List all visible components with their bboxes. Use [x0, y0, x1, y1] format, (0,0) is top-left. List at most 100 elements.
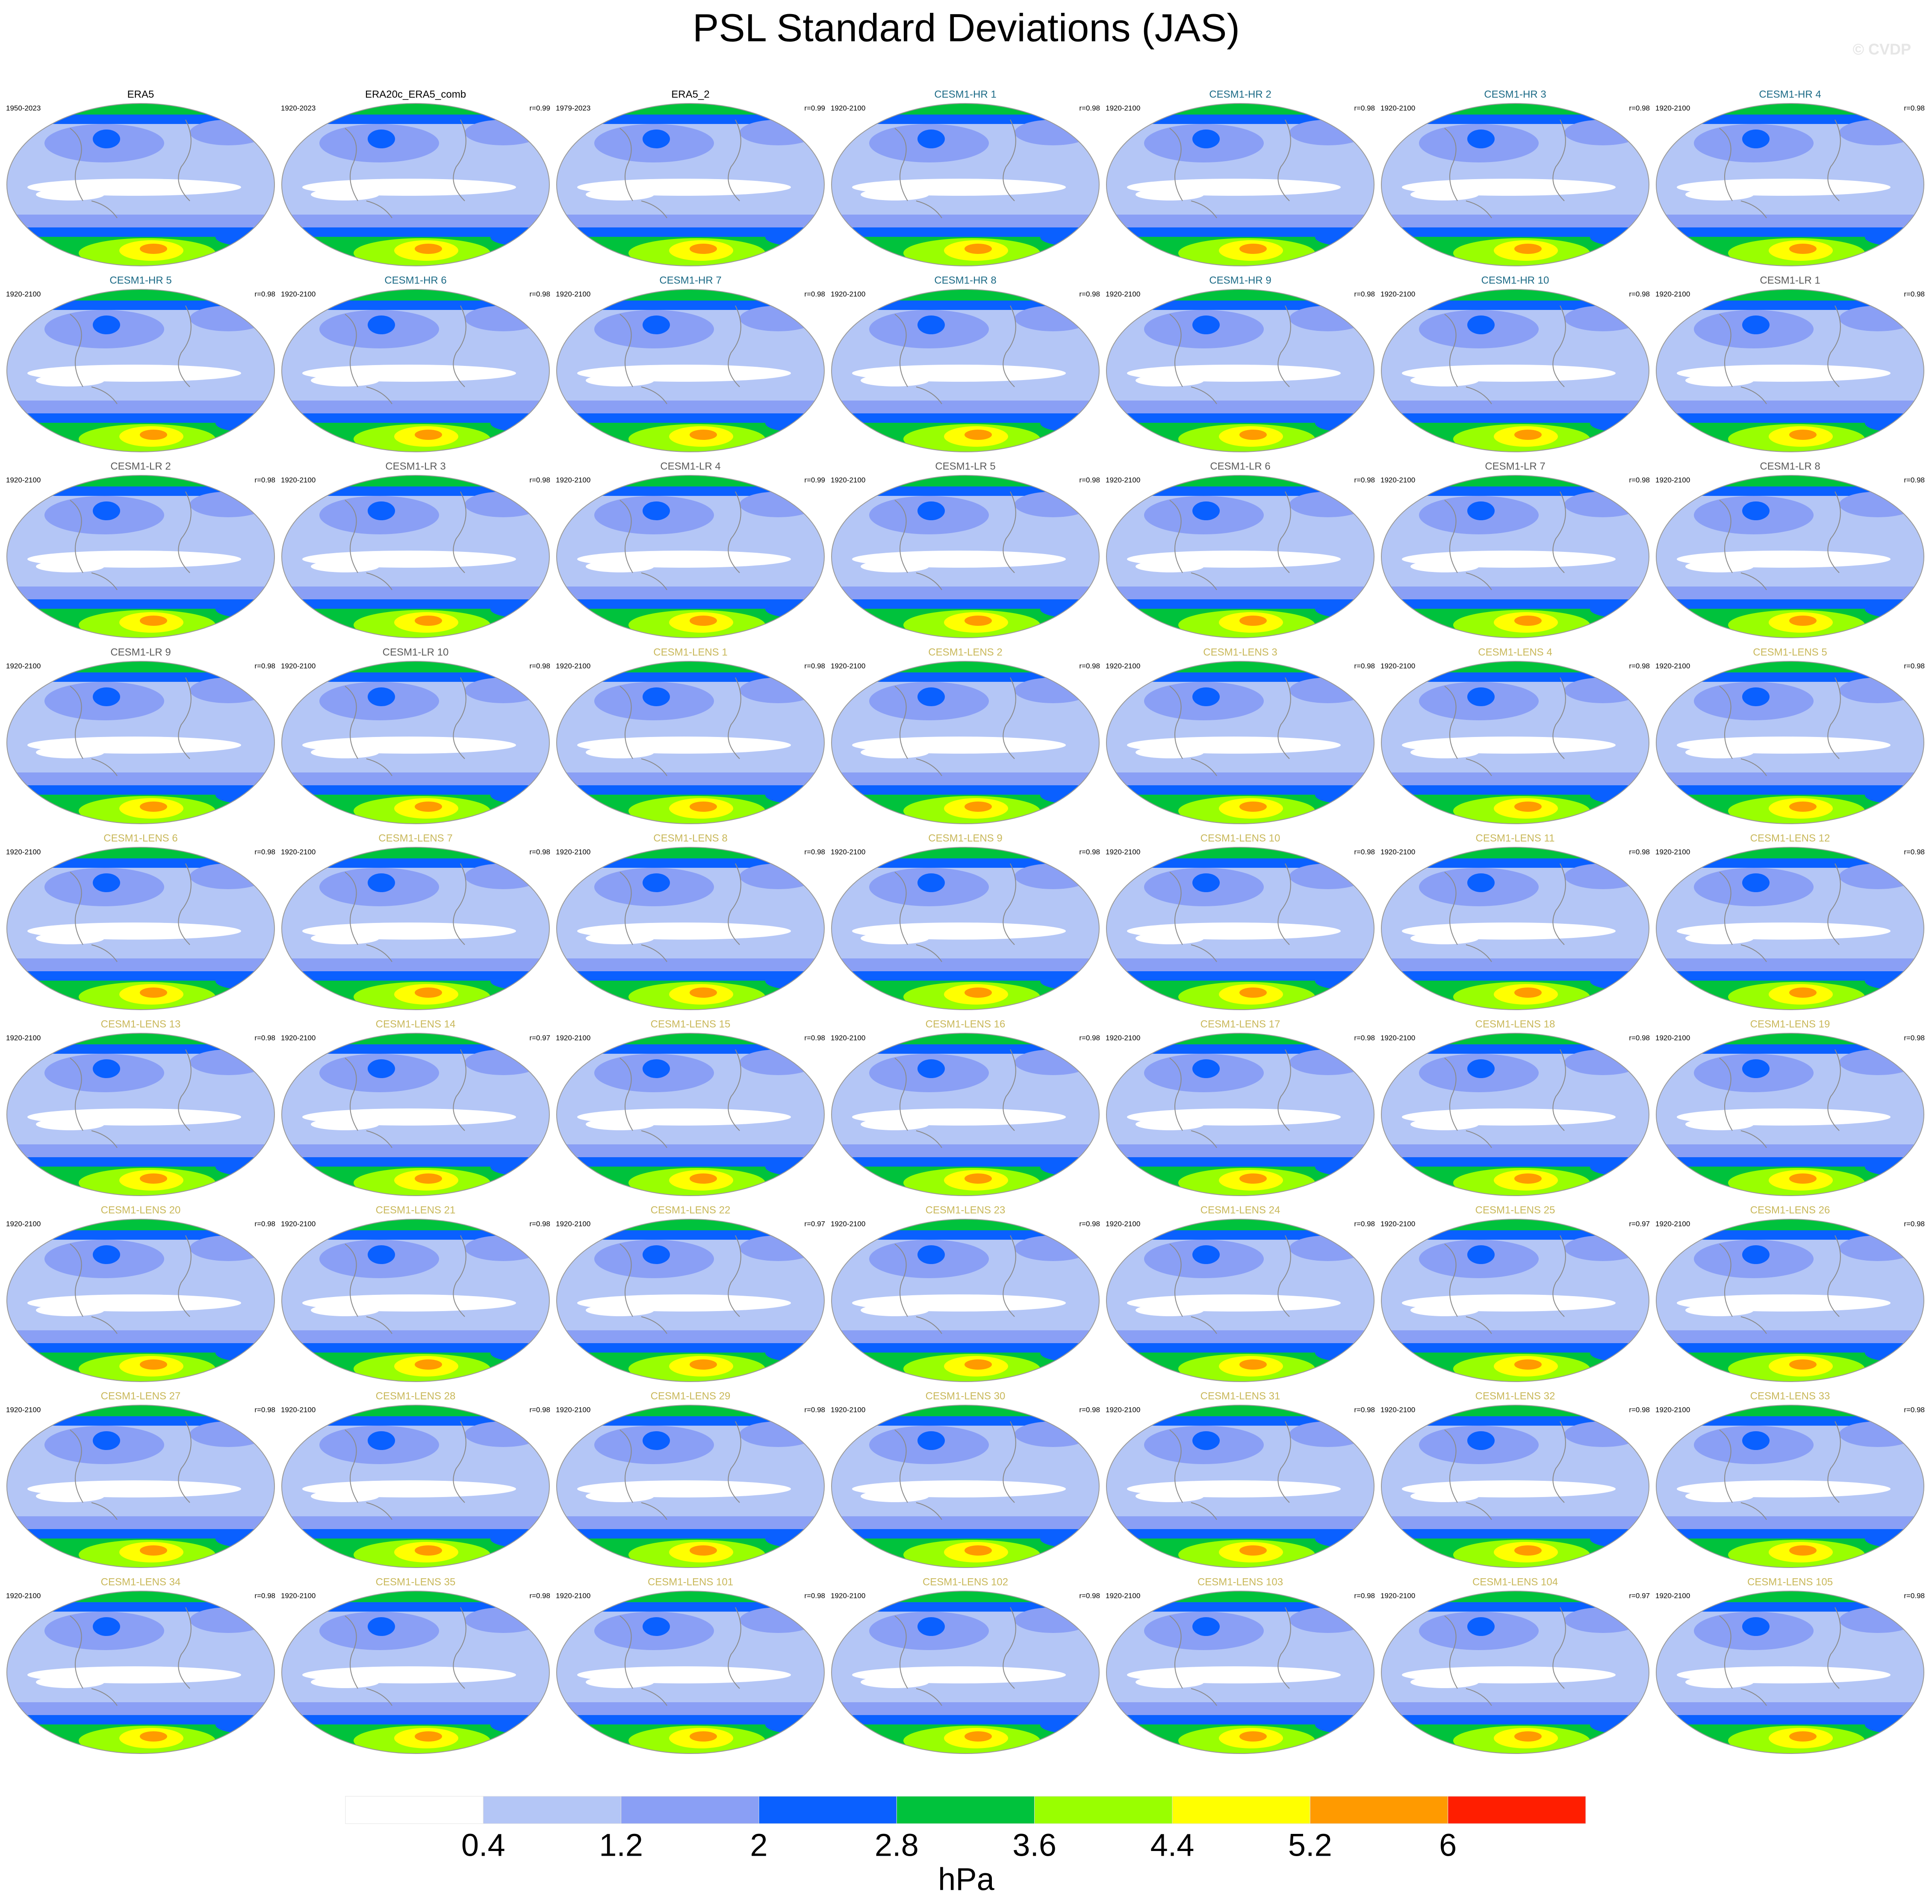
colorbar-label: 4.4	[1150, 1827, 1195, 1863]
panel-correlation: r=0.98	[1904, 476, 1925, 484]
panel-period: 1920-2100	[6, 1034, 41, 1042]
panel-title: CESM1-LENS 10	[1200, 832, 1280, 844]
panel-period: 1920-2100	[6, 848, 41, 856]
panel-title: CESM1-LENS 30	[926, 1390, 1006, 1402]
map-panel	[1380, 660, 1650, 826]
panel-period: 1920-2100	[1380, 1592, 1415, 1600]
colorbar-label: 3.6	[1012, 1827, 1056, 1863]
map-panel	[1655, 660, 1925, 826]
map-panel	[831, 289, 1100, 454]
panel-title: CESM1-LENS 104	[1472, 1576, 1558, 1588]
panel-period: 1920-2100	[831, 1406, 865, 1414]
panel-correlation: r=0.98	[1904, 1034, 1925, 1042]
panel-period: 1920-2100	[1655, 848, 1690, 856]
panel-title: CESM1-LENS 22	[651, 1204, 731, 1216]
colorbar-box	[1172, 1796, 1310, 1824]
panel-title: CESM1-LENS 102	[923, 1576, 1008, 1588]
map-panel	[556, 475, 825, 640]
panel-correlation: r=0.98	[804, 1034, 825, 1042]
colorbar-box	[621, 1796, 759, 1824]
panel-period: 1920-2100	[281, 848, 316, 856]
panel-correlation: r=0.98	[254, 1220, 275, 1228]
panel-period: 1920-2100	[1106, 1220, 1140, 1228]
panel-correlation: r=0.98	[529, 476, 550, 484]
panel-correlation: r=0.98	[1354, 1034, 1375, 1042]
panel-correlation: r=0.98	[1629, 476, 1650, 484]
map-panel	[831, 846, 1100, 1012]
panel-correlation: r=0.98	[1354, 848, 1375, 856]
panel-title: CESM1-LENS 23	[926, 1204, 1006, 1216]
map-panel	[1655, 846, 1925, 1012]
panel-correlation: r=0.97	[529, 1034, 550, 1042]
panel-correlation: r=0.98	[529, 290, 550, 298]
panel-period: 1920-2100	[831, 1034, 865, 1042]
map-panel	[281, 1218, 550, 1384]
panel-title: ERA5	[127, 88, 154, 100]
panel-title: CESM1-LENS 4	[1478, 646, 1552, 658]
panel-period: 1920-2100	[281, 476, 316, 484]
map-panel	[556, 289, 825, 454]
map-panel	[1106, 1032, 1375, 1198]
panel-title: CESM1-LENS 24	[1200, 1204, 1280, 1216]
panel-title: CESM1-LENS 2	[928, 646, 1002, 658]
panel-period: 1920-2100	[1655, 662, 1690, 670]
panel-period: 1920-2100	[281, 290, 316, 298]
panel-correlation: r=0.98	[1079, 104, 1100, 112]
panel-period: 1920-2100	[1106, 1406, 1140, 1414]
map-panel	[831, 1404, 1100, 1570]
panel-period: 1920-2100	[1655, 1592, 1690, 1600]
colorbar-label: 0.4	[461, 1827, 505, 1863]
panel-title: CESM1-LENS 12	[1750, 832, 1830, 844]
panel-title: CESM1-LENS 34	[101, 1576, 181, 1588]
colorbar-box	[345, 1796, 484, 1824]
map-panel	[6, 289, 275, 454]
panel-period: 1979-2023	[556, 104, 590, 112]
panel-correlation: r=0.98	[1629, 290, 1650, 298]
panel-correlation: r=0.98	[254, 1592, 275, 1600]
panel-period: 1920-2100	[556, 1592, 590, 1600]
panel-title: CESM1-HR 5	[109, 274, 171, 286]
panel-period: 1920-2100	[1380, 1220, 1415, 1228]
panel-period: 1950-2023	[6, 104, 41, 112]
panel-period: 1920-2100	[1380, 1406, 1415, 1414]
watermark: © CVDP	[1852, 41, 1911, 58]
panel-correlation: r=0.98	[1904, 290, 1925, 298]
map-panel	[1655, 475, 1925, 640]
panel-title: CESM1-LENS 18	[1475, 1018, 1555, 1030]
figure-title: PSL Standard Deviations (JAS)	[693, 6, 1240, 50]
panel-correlation: r=0.98	[1079, 1406, 1100, 1414]
panel-title: CESM1-LENS 20	[101, 1204, 181, 1216]
map-panel	[6, 103, 275, 268]
panel-correlation: r=0.98	[804, 1592, 825, 1600]
panel-correlation: r=0.98	[804, 290, 825, 298]
colorbar-label: 5.2	[1288, 1827, 1332, 1863]
map-panel	[281, 1032, 550, 1198]
map-panel	[1106, 103, 1375, 268]
panel-correlation: r=0.98	[804, 1406, 825, 1414]
panel-title: CESM1-LENS 9	[928, 832, 1002, 844]
panel-period: 1920-2100	[1380, 1034, 1415, 1042]
panel-period: 1920-2100	[831, 290, 865, 298]
colorbar-box	[896, 1796, 1035, 1824]
panel-title: CESM1-LENS 16	[926, 1018, 1006, 1030]
map-panel	[1106, 289, 1375, 454]
panel-title: CESM1-LENS 103	[1198, 1576, 1283, 1588]
panel-period: 1920-2100	[1106, 848, 1140, 856]
panel-correlation: r=0.98	[1629, 104, 1650, 112]
panel-period: 1920-2100	[1655, 290, 1690, 298]
panel-correlation: r=0.97	[1629, 1220, 1650, 1228]
panel-title: CESM1-LENS 31	[1200, 1390, 1280, 1402]
map-panel	[1106, 1404, 1375, 1570]
panel-correlation: r=0.98	[1079, 476, 1100, 484]
panel-correlation: r=0.98	[1629, 848, 1650, 856]
map-panel	[831, 1032, 1100, 1198]
map-panel	[1380, 103, 1650, 268]
panel-correlation: r=0.98	[1079, 662, 1100, 670]
panel-title: CESM1-LENS 13	[101, 1018, 181, 1030]
panel-correlation: r=0.98	[1354, 1220, 1375, 1228]
panel-correlation: r=0.98	[254, 476, 275, 484]
panel-correlation: r=0.99	[804, 104, 825, 112]
map-panel	[1380, 846, 1650, 1012]
map-panel	[1380, 289, 1650, 454]
panel-title: CESM1-LR 7	[1485, 460, 1545, 472]
